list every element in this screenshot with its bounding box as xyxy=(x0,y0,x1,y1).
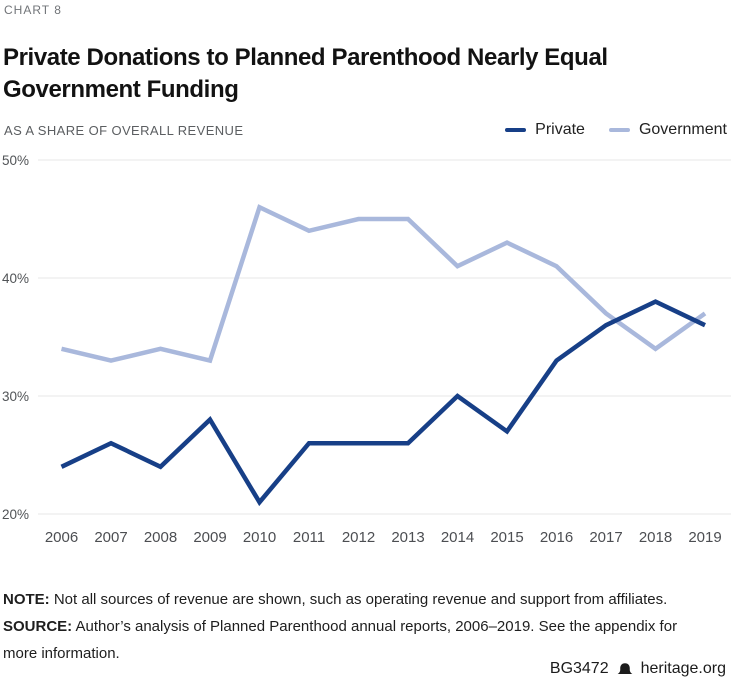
legend-swatch-government xyxy=(608,128,630,132)
site-link: heritage.org xyxy=(640,660,726,677)
footer: BG3472 heritage.org xyxy=(550,660,726,678)
svg-text:2008: 2008 xyxy=(144,529,177,546)
source-paragraph: SOURCE: Author’s analysis of Planned Par… xyxy=(3,613,679,667)
svg-text:2010: 2010 xyxy=(243,529,276,546)
chart-subtitle: AS A SHARE OF OVERALL REVENUE xyxy=(4,123,244,138)
chart-number-label: CHART 8 xyxy=(4,3,62,17)
svg-text:2014: 2014 xyxy=(441,529,474,546)
legend-label-private: Private xyxy=(535,121,585,138)
svg-text:2013: 2013 xyxy=(391,529,424,546)
page-title: Private Donations to Planned Parenthood … xyxy=(3,42,708,106)
legend-item-government: Government xyxy=(608,121,727,139)
note-paragraph: NOTE: Not all sources of revenue are sho… xyxy=(3,586,679,613)
page-title-line2: Government Funding xyxy=(3,76,239,104)
svg-text:2016: 2016 xyxy=(540,529,573,546)
svg-text:2018: 2018 xyxy=(639,529,672,546)
legend-swatch-private xyxy=(505,128,527,132)
report-id: BG3472 xyxy=(549,660,609,677)
legend-item-private: Private xyxy=(505,121,585,139)
note-label: NOTE: xyxy=(3,591,50,608)
source-label: SOURCE: xyxy=(3,618,73,635)
svg-text:2006: 2006 xyxy=(45,529,78,546)
svg-text:30%: 30% xyxy=(2,389,29,404)
svg-text:2012: 2012 xyxy=(342,529,375,546)
svg-text:50%: 50% xyxy=(2,153,29,168)
note-text: Not all sources of revenue are shown, su… xyxy=(53,591,668,608)
svg-text:2011: 2011 xyxy=(293,529,325,546)
svg-text:2015: 2015 xyxy=(490,529,523,546)
svg-text:2019: 2019 xyxy=(688,529,721,546)
svg-text:40%: 40% xyxy=(2,271,29,286)
source-text: Author’s analysis of Planned Parenthood … xyxy=(3,618,678,662)
chart-notes: NOTE: Not all sources of revenue are sho… xyxy=(3,586,679,667)
heritage-bell-icon xyxy=(617,662,632,674)
chart-legend: Private Government xyxy=(505,121,727,139)
svg-text:2009: 2009 xyxy=(193,529,226,546)
svg-text:20%: 20% xyxy=(2,507,29,522)
page-title-line1: Private Donations to Planned Parenthood … xyxy=(3,44,608,72)
svg-text:2017: 2017 xyxy=(589,529,622,546)
line-chart: 50% 40% 30% 20% 2006 2007 2008 2009 2010 2011 2012… xyxy=(2,153,731,546)
svg-text:2007: 2007 xyxy=(94,529,127,546)
legend-label-government: Government xyxy=(638,121,727,138)
